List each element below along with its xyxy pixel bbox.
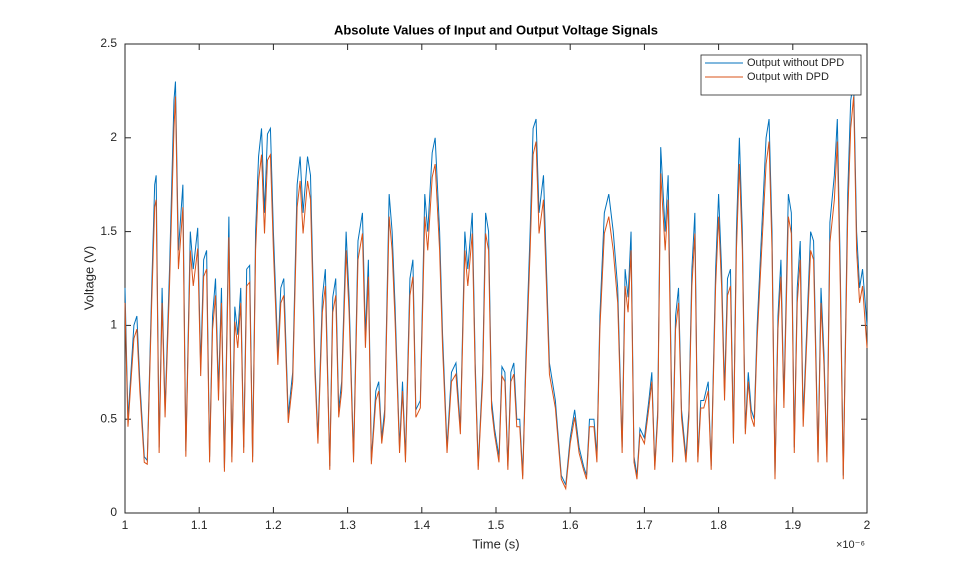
y-axis-label: Voltage (V) — [81, 246, 96, 310]
plot-area — [124, 43, 868, 514]
y-tick-label: 0 — [110, 505, 117, 519]
x-tick-label: 1.8 — [710, 518, 727, 532]
x-axis-label: Time (s) — [472, 536, 519, 551]
y-tick-label: 0.5 — [100, 411, 117, 425]
x-tick-label: 1.2 — [265, 518, 282, 532]
x-tick-label: 1.9 — [784, 518, 801, 532]
x-tick-label: 1.1 — [191, 518, 208, 532]
legend-label: Output without DPD — [747, 57, 844, 69]
legend-box — [700, 54, 862, 96]
x-exponent-label: ×10⁻⁶ — [836, 539, 865, 551]
x-tick-label: 1.7 — [636, 518, 653, 532]
x-tick-label: 1.3 — [339, 518, 356, 532]
y-tick-label: 1 — [110, 318, 117, 332]
x-tick-label: 1.4 — [413, 518, 430, 532]
y-tick-label: 2 — [110, 130, 117, 144]
series-line — [124, 96, 868, 491]
legend-label: Output with DPD — [747, 71, 829, 83]
x-tick-label: 1 — [122, 518, 129, 532]
chart-title: Absolute Values of Input and Output Volt… — [334, 22, 658, 37]
x-tick-label: 2 — [864, 518, 871, 532]
x-tick-label: 1.6 — [562, 518, 579, 532]
legend: Output without DPD Output with DPD — [700, 54, 862, 96]
y-tick-label: 2.5 — [100, 36, 117, 50]
x-tick-label: 1.5 — [488, 518, 505, 532]
y-tick-label: 1.5 — [100, 224, 117, 238]
